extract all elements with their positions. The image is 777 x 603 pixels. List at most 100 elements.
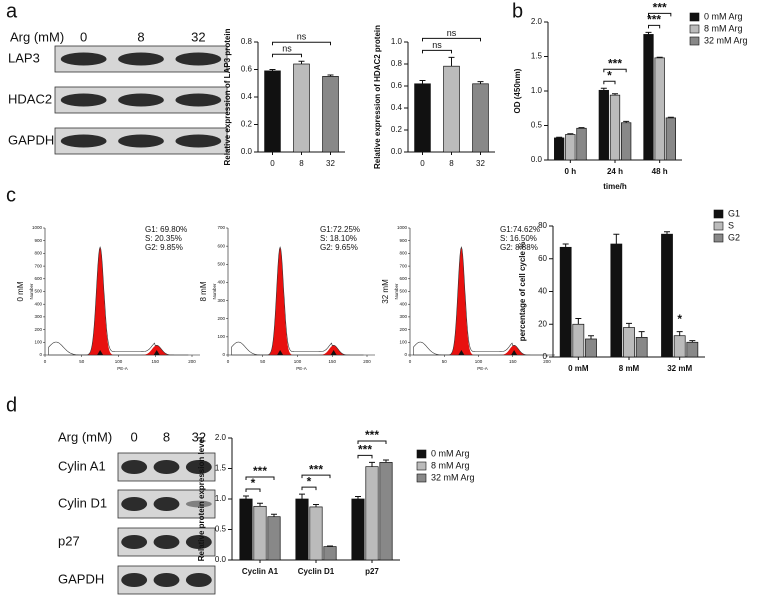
legend-swatch <box>416 461 427 471</box>
error-bar <box>448 56 455 67</box>
y-tick-label: 100 <box>34 339 42 344</box>
y-tick-label: 600 <box>217 243 225 248</box>
lane-label: 32 <box>192 429 206 444</box>
blot-band <box>153 460 180 474</box>
significance-bracket <box>272 53 302 58</box>
significance-bracket <box>301 474 331 479</box>
error-bar <box>327 545 333 547</box>
legend-label: S <box>728 220 734 230</box>
blot-band <box>121 497 148 511</box>
legend-swatch <box>416 449 427 459</box>
x-tick-label: 200 <box>543 359 551 364</box>
error-bar <box>612 93 618 96</box>
bar <box>565 134 576 161</box>
blot-band <box>121 460 148 474</box>
bar <box>267 516 281 561</box>
blot-header: Arg (mM) <box>58 429 112 444</box>
y-axis-label: Relative protein expression level <box>197 437 206 562</box>
bar <box>351 498 365 561</box>
blot-row-label: GAPDH <box>8 132 54 147</box>
phase-stat: G2: 9.85% <box>145 243 183 252</box>
error-bar <box>667 116 674 118</box>
significance-label: ns <box>297 32 307 42</box>
x-tick-label: p27 <box>365 567 379 576</box>
y-tick-label: 300 <box>399 314 407 319</box>
significance-label: * <box>677 312 682 326</box>
y-tick-label: 1.0 <box>215 494 227 503</box>
y-tick-label: 900 <box>399 238 407 243</box>
x-axis-label: PE-A <box>477 366 488 371</box>
phase-stat: G1: 69.80% <box>145 225 187 234</box>
significance-label: * <box>307 474 312 488</box>
blot-row-label: GAPDH <box>58 571 104 586</box>
y-axis-label: percentage of cell cycle % <box>518 242 527 342</box>
blot-row-label: Cylin A1 <box>58 458 106 473</box>
bar <box>443 65 460 153</box>
bar <box>572 323 585 358</box>
error-bar <box>298 60 305 64</box>
x-axis-label: time/h <box>603 182 627 191</box>
significance-bracket <box>603 80 616 85</box>
y-tick-label: 0.8 <box>391 59 403 68</box>
bar <box>621 122 632 161</box>
y-tick-label: 100 <box>399 339 407 344</box>
x-tick-label: 0 mM <box>568 364 589 373</box>
bar <box>654 57 665 161</box>
blot-band <box>60 52 107 66</box>
significance-label: *** <box>653 1 667 15</box>
y-tick-label: 300 <box>34 314 42 319</box>
blot-row-label: HDAC2 <box>8 91 52 106</box>
bar <box>576 127 587 161</box>
error-bar <box>626 322 632 328</box>
x-tick-label: 100 <box>475 359 483 364</box>
y-axis-label: Relative expression of LAP3 protein <box>223 28 232 165</box>
legend-label: 0 mM Arg <box>431 448 470 458</box>
y-axis-label: Relative expression of HDAC2 protein <box>373 25 382 169</box>
y-tick-label: 0.8 <box>241 37 253 46</box>
phase-stat: S: 20.35% <box>145 234 182 243</box>
error-bar <box>575 318 582 325</box>
x-tick-label: 150 <box>328 359 336 364</box>
phase-stat: G2: 9.65% <box>320 243 358 252</box>
sample-label: 32 mM <box>381 279 390 304</box>
y-tick-label: 500 <box>399 289 407 294</box>
error-bar <box>271 513 277 517</box>
blot-header: Arg (mM) <box>10 29 64 44</box>
y-tick-label: 0.6 <box>241 65 253 74</box>
phase-stat: S: 18.10% <box>320 234 357 243</box>
error-bar <box>656 56 663 58</box>
x-tick-label: 100 <box>294 359 302 364</box>
x-tick-label: 32 <box>326 159 335 168</box>
y-tick-label: 300 <box>217 298 225 303</box>
y-axis-label: OD (450nm) <box>513 68 522 113</box>
legend-label: 32 mM Arg <box>704 35 748 45</box>
x-tick-label: 200 <box>188 359 196 364</box>
y-tick-label: 1.0 <box>391 37 403 46</box>
legend-label: G1 <box>728 208 740 218</box>
bar <box>686 341 699 358</box>
sample-label: 0 mM <box>16 281 25 301</box>
bar <box>323 546 337 561</box>
significance-bracket <box>648 12 672 17</box>
phase-stat: G1:74.62% <box>500 225 540 234</box>
significance-bracket <box>272 41 331 46</box>
x-tick-label: 0 <box>420 159 425 168</box>
significance-bracket <box>301 486 317 491</box>
significance-bracket <box>422 37 481 42</box>
lane-label: 0 <box>80 29 87 44</box>
blot-band <box>121 535 148 549</box>
x-tick-label: 0 h <box>565 167 577 176</box>
y-tick-label: 400 <box>34 301 42 306</box>
blot-band <box>153 573 180 587</box>
legend-swatch <box>689 36 700 46</box>
significance-bracket <box>603 68 627 73</box>
bar <box>665 117 676 161</box>
bar <box>472 83 489 153</box>
bar <box>293 63 310 153</box>
y-tick-label: 200 <box>34 327 42 332</box>
blot-row-label: p27 <box>58 533 80 548</box>
x-tick-label: Cyclin A1 <box>242 567 279 576</box>
significance-bracket <box>245 488 261 492</box>
y-tick-label: 2.0 <box>215 433 227 442</box>
